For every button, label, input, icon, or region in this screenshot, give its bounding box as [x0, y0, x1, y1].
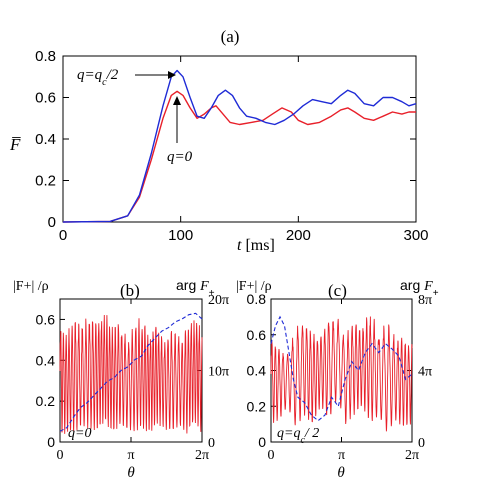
annotation-q0: q=0	[167, 96, 193, 165]
xtick-label: 0	[57, 448, 64, 463]
xtick-label: 2π	[195, 448, 209, 463]
panel-a-xlabel: t [ms]	[237, 237, 275, 254]
panel-b-series	[59, 312, 203, 434]
ytick-left-label: 0.6	[247, 327, 267, 343]
abs-F-series-line	[59, 314, 203, 434]
ytick-right-label: 0	[208, 436, 215, 451]
xtick-label: π	[127, 448, 134, 463]
arg-F-series-line	[270, 315, 413, 422]
a-series-line-0	[62, 90, 416, 223]
xtick-label: 0	[268, 448, 275, 463]
ytick-left-label: 0.4	[247, 363, 267, 379]
annotation-q0-arrowhead	[173, 96, 181, 105]
a-series-line-1	[62, 69, 417, 223]
panel-b-ylabel-left: |F+| /ρ	[13, 279, 49, 294]
xtick-label: π	[338, 448, 345, 463]
arg-F-series-line	[59, 312, 203, 432]
annotation-qc2-text: q=qc/2	[77, 67, 119, 88]
a-xtick-label: 200	[286, 227, 311, 244]
ytick-left-label: 0.4	[36, 352, 56, 368]
ytick-left-label: 0.8	[247, 291, 267, 307]
annotation-qc2-arrowhead	[168, 71, 176, 79]
panel-a-title: (a)	[221, 27, 240, 46]
annotation-q0-text: q=0	[167, 149, 193, 165]
ytick-right-label: 20π	[208, 293, 229, 308]
ytick-right-label: 0	[418, 436, 425, 451]
ytick-right-label: 10π	[208, 365, 229, 380]
ytick-right-label: 8π	[418, 293, 432, 308]
a-xtick-label: 300	[403, 227, 428, 244]
a-ytick-label: 0	[48, 214, 56, 231]
ytick-left-label: 0.6	[36, 311, 56, 327]
panel-c: |F+| /ρ (c) arg F+ 0 π 2π00.20.40.60.804π8…	[236, 277, 439, 481]
a-ytick-label: 0.8	[35, 48, 56, 65]
panel-c-annotation: q=qc/ 2	[277, 426, 319, 446]
a-ytick-label: 0.6	[35, 90, 56, 107]
abs-F-series-line	[270, 316, 413, 432]
annotation-qc2: q=qc/2	[77, 67, 176, 88]
xtick-label: 2π	[405, 448, 419, 463]
panel-c-xlabel: θ	[337, 465, 345, 481]
a-xtick-label: 100	[168, 227, 193, 244]
panel-c-series	[270, 315, 413, 432]
ytick-left-label: 0	[47, 434, 55, 450]
panel-a-ticks: 0 100 200 300 0 0.2 0.4 0.6 0.8	[35, 48, 428, 244]
panel-a-series	[62, 69, 417, 223]
panel-c-title: (c)	[328, 281, 347, 300]
panel-b-xlabel: θ	[127, 465, 135, 481]
panel-b: |F+| /ρ (b) arg F+ 0 π 2π00.20.40.6010π20π…	[13, 277, 229, 481]
a-ytick-label: 0.4	[35, 131, 56, 148]
ytick-left-label: 0	[258, 434, 266, 450]
panel-b-title: (b)	[120, 281, 140, 300]
panel-c-ylabel-left: |F+| /ρ	[236, 279, 272, 294]
panel-a-ylabel: F̅	[9, 135, 22, 154]
ytick-left-label: 0.2	[247, 398, 267, 414]
ytick-left-label: 0.2	[36, 393, 56, 409]
panel-b-annotation: q=0	[68, 426, 91, 441]
a-xtick-label: 0	[59, 227, 67, 244]
panel-a: (a) 0 100 200 300 0 0.2 0.4 0.6 0.8 F̅ t [ms] q=…	[9, 27, 429, 254]
ytick-right-label: 4π	[418, 365, 432, 380]
a-ytick-label: 0.2	[35, 173, 56, 190]
